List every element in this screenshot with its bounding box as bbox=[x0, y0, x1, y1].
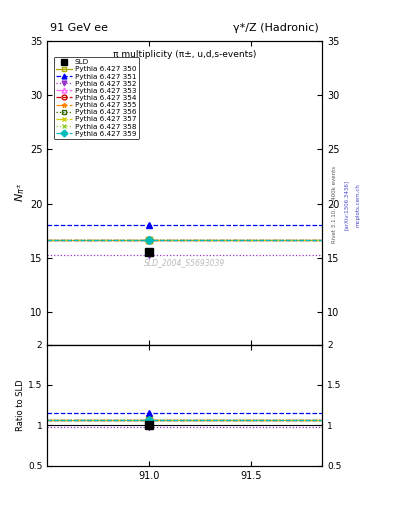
Text: SLD_2004_S5693039: SLD_2004_S5693039 bbox=[144, 258, 225, 267]
Legend: SLD, Pythia 6.427 350, Pythia 6.427 351, Pythia 6.427 352, Pythia 6.427 353, Pyt: SLD, Pythia 6.427 350, Pythia 6.427 351,… bbox=[53, 57, 139, 139]
Y-axis label: $N_{\pi^{\pm}}$: $N_{\pi^{\pm}}$ bbox=[13, 183, 27, 202]
Text: π multiplicity (π±, u,d,s-events): π multiplicity (π±, u,d,s-events) bbox=[113, 50, 256, 59]
Text: mcplots.cern.ch: mcplots.cern.ch bbox=[356, 183, 361, 227]
Text: [arXiv:1306.3436]: [arXiv:1306.3436] bbox=[344, 180, 349, 230]
Text: 91 GeV ee: 91 GeV ee bbox=[50, 23, 108, 33]
Text: Rivet 3.1.10, ≥ 400k events: Rivet 3.1.10, ≥ 400k events bbox=[332, 166, 337, 243]
Y-axis label: Ratio to SLD: Ratio to SLD bbox=[16, 379, 25, 431]
Text: γ*/Z (Hadronic): γ*/Z (Hadronic) bbox=[233, 23, 318, 33]
